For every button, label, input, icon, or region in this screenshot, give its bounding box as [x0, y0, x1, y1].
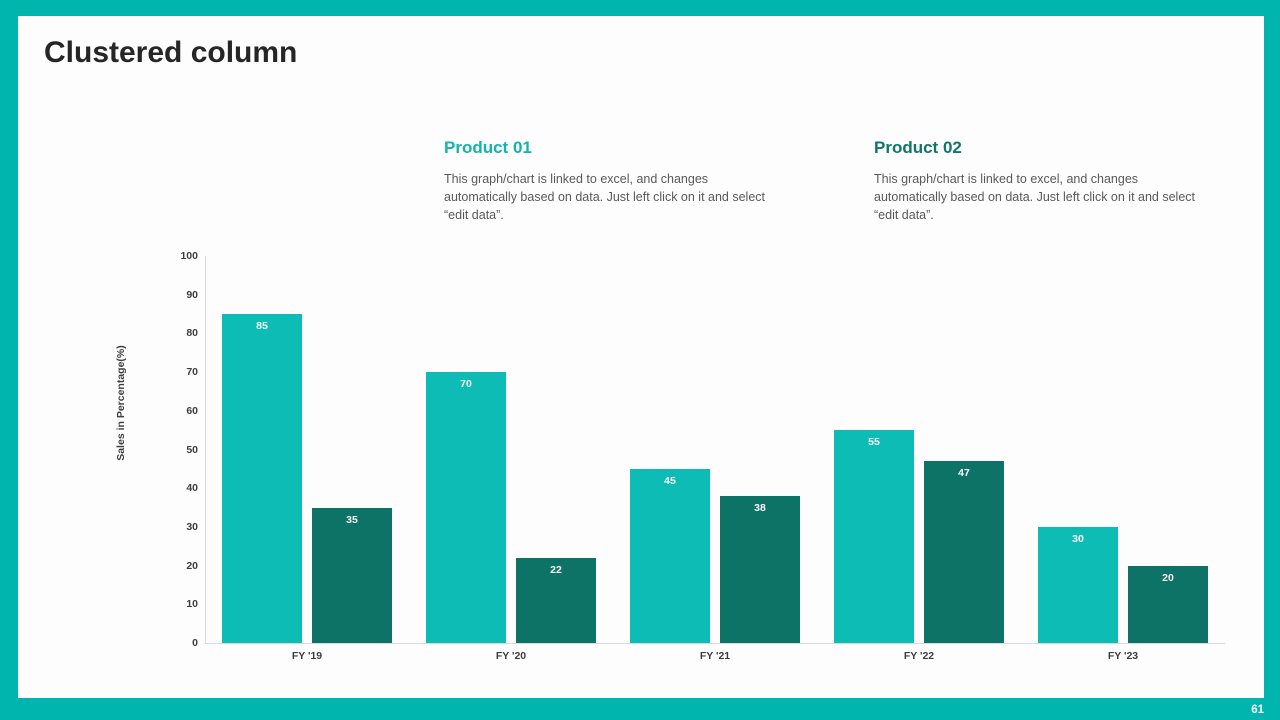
page-number: 61 — [1251, 704, 1264, 716]
bar-value-label: 20 — [1162, 572, 1174, 584]
y-axis-tick-label: 100 — [180, 250, 198, 262]
x-axis-category-label: FY '23 — [1107, 650, 1139, 662]
y-axis-tick-label: 20 — [186, 559, 198, 572]
bar-product01-fy21[interactable]: 45 — [630, 469, 710, 643]
bar-product01-fy19[interactable]: 85 — [222, 314, 302, 643]
y-axis-tick-label: 50 — [186, 443, 198, 456]
bar-value-label: 22 — [550, 564, 562, 576]
y-axis-line — [205, 256, 206, 643]
bar-product02-fy22[interactable]: 47 — [924, 461, 1004, 643]
bar-value-label: 70 — [460, 378, 472, 390]
y-axis-title: Sales in Percentage(%) — [115, 345, 127, 461]
y-axis-tick-label: 10 — [186, 598, 198, 611]
page-title: Clustered column — [44, 36, 298, 69]
product-01-description: This graph/chart is linked to excel, and… — [444, 172, 766, 222]
x-axis-category-label: FY '21 — [699, 650, 731, 662]
bar-value-label: 30 — [1072, 533, 1084, 545]
bar-product01-fy20[interactable]: 70 — [426, 372, 506, 643]
bar-product02-fy21[interactable]: 38 — [720, 496, 800, 643]
y-axis-tick-label: 60 — [186, 404, 198, 417]
y-axis-tick-label: 40 — [186, 482, 198, 495]
x-axis-category-label: FY '20 — [495, 650, 527, 662]
bar-value-label: 35 — [346, 514, 358, 526]
y-axis-tick-label: 0 — [192, 637, 198, 649]
y-axis-tick-label: 80 — [186, 327, 198, 340]
product-01-block: Product 01 This graph/chart is linked to… — [444, 138, 766, 224]
bar-value-label: 55 — [868, 436, 880, 448]
bar-product01-fy23[interactable]: 30 — [1038, 527, 1118, 643]
bar-value-label: 47 — [958, 467, 970, 479]
y-axis-tick-label: 70 — [186, 366, 198, 379]
bar-product02-fy20[interactable]: 22 — [516, 558, 596, 643]
product-02-block: Product 02 This graph/chart is linked to… — [874, 138, 1196, 224]
bar-value-label: 85 — [256, 320, 268, 332]
x-axis-line — [205, 643, 1225, 644]
product-02-description: This graph/chart is linked to excel, and… — [874, 172, 1196, 222]
product-02-heading: Product 02 — [874, 138, 962, 157]
bar-product01-fy22[interactable]: 55 — [834, 430, 914, 643]
bar-product02-fy23[interactable]: 20 — [1128, 566, 1208, 643]
bar-value-label: 38 — [754, 502, 766, 514]
bar-product02-fy19[interactable]: 35 — [312, 508, 392, 643]
bar-value-label: 45 — [664, 475, 676, 487]
y-axis-tick-label: 30 — [186, 520, 198, 533]
product-01-heading: Product 01 — [444, 138, 532, 157]
x-axis-category-label: FY '19 — [291, 650, 323, 662]
y-axis-tick-label: 90 — [186, 288, 198, 301]
x-axis-category-label: FY '22 — [903, 650, 935, 662]
